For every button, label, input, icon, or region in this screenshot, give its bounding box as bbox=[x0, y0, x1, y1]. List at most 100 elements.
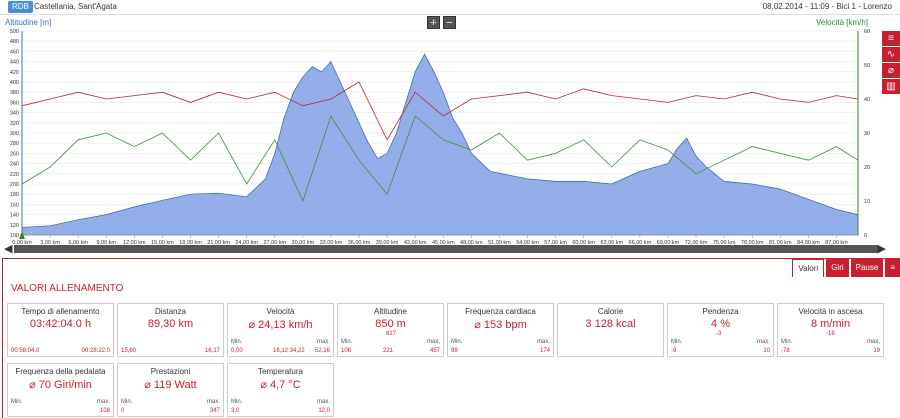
tab-pause[interactable]: Pause bbox=[850, 259, 884, 277]
card-min-value: 15,60 bbox=[121, 348, 137, 354]
card-max-value: 174 bbox=[539, 348, 550, 354]
card-min-label: Min. bbox=[781, 339, 793, 345]
scroll-track[interactable] bbox=[14, 245, 878, 253]
stat-card-frequenza: Frequenza cardiaca ⌀ 153 bpm Min. max. 99 174 bbox=[447, 303, 554, 357]
card-main-value: 03:42:04.0 h bbox=[29, 318, 92, 330]
card-min-label: Min. bbox=[11, 399, 23, 405]
chart-scrollbar[interactable]: ◀ ▶ bbox=[0, 242, 900, 256]
elevation-chart: 1001201401601802002202402602803003203403… bbox=[10, 29, 870, 246]
stat-card-tempo: Tempo di allenamento 03:42:04.0 h 00:58:04… bbox=[7, 303, 114, 357]
start-marker-icon[interactable] bbox=[19, 231, 25, 239]
card-max-label: max. bbox=[96, 399, 110, 405]
card-main-value: 4 % bbox=[711, 318, 730, 330]
card-title: Calorie bbox=[597, 307, 624, 316]
right-tick-label: 40 bbox=[864, 97, 870, 103]
stat-card-velocita: Velocità ⌀ 24,13 km/h Min. max. 0,00 16,12 34… bbox=[227, 303, 334, 357]
x-tick-label: 36,00 km bbox=[348, 240, 371, 246]
card-sub-value: -18 bbox=[826, 331, 835, 337]
left-tick-label: 360 bbox=[10, 100, 19, 106]
x-tick-label: 45,00 km bbox=[432, 240, 455, 246]
location-title: Castellania, Sant'Agata bbox=[34, 2, 117, 11]
tab-giri[interactable]: Giri bbox=[826, 259, 849, 277]
x-tick-label: 30,00 km bbox=[292, 240, 315, 246]
x-tick-label: 3,00 km bbox=[40, 240, 60, 246]
left-tick-label: 260 bbox=[10, 151, 19, 157]
left-tick-label: 480 bbox=[10, 39, 19, 45]
x-tick-label: 15,00 km bbox=[151, 240, 174, 246]
left-tick-label: 380 bbox=[10, 90, 19, 96]
x-tick-label: 75,00 km bbox=[713, 240, 736, 246]
x-tick-label: 72,00 km bbox=[685, 240, 708, 246]
card-max-value: 00:28:22.0 bbox=[81, 348, 110, 354]
zoom-out-button[interactable]: − bbox=[443, 16, 456, 29]
speed-line bbox=[21, 115, 859, 203]
right-tick-label: 20 bbox=[864, 165, 870, 171]
card-max-label: max. bbox=[316, 339, 330, 345]
stat-card-velasc: Velocità in ascesa 8 m/min Min. max. -78 19 -1… bbox=[777, 303, 884, 357]
right-axis-title[interactable]: Velocità [km/h] bbox=[816, 18, 869, 27]
left-tick-label: 400 bbox=[10, 80, 19, 86]
card-max-value: 10 bbox=[763, 348, 770, 354]
card-title: Prestazioni bbox=[150, 367, 191, 376]
bars-icon[interactable]: ≡ bbox=[882, 31, 900, 47]
x-tick-label: 60,00 km bbox=[572, 240, 595, 246]
chart-area: Altitudine [m] Velocità [km/h] + − 100 12… bbox=[0, 15, 900, 260]
card-max-value: 347 bbox=[209, 408, 220, 414]
line-chart-icon[interactable]: ∿ bbox=[882, 47, 900, 63]
left-tick-label: 300 bbox=[10, 131, 19, 137]
right-tick-label: 0 bbox=[864, 233, 867, 239]
right-tick-label: 30 bbox=[864, 131, 870, 137]
x-tick-label: 51,00 km bbox=[488, 240, 511, 246]
card-main-value: ⌀ 24,13 km/h bbox=[248, 319, 313, 331]
bar-chart-icon[interactable]: ▥ bbox=[882, 79, 900, 95]
card-min-label: Min. bbox=[341, 339, 353, 345]
x-tick-label: 24,00 km bbox=[235, 240, 258, 246]
left-tick-label: 320 bbox=[10, 121, 19, 127]
card-max-label: max. bbox=[536, 339, 550, 345]
x-tick-label: 12,00 km bbox=[123, 240, 146, 246]
card-min-value: 3,0 bbox=[231, 408, 240, 414]
left-tick-label: 500 bbox=[10, 29, 19, 35]
scroll-right-icon[interactable]: ▶ bbox=[877, 243, 886, 255]
card-title: Tempo di allenamento bbox=[21, 307, 100, 316]
x-tick-label: 18,00 km bbox=[179, 240, 202, 246]
x-tick-label: 69,00 km bbox=[657, 240, 680, 246]
left-tick-label: 120 bbox=[10, 223, 19, 229]
left-tick-label: 340 bbox=[10, 111, 19, 117]
card-min-label: Min. bbox=[231, 399, 243, 405]
x-tick-label: 84,00 km bbox=[797, 240, 820, 246]
left-tick-label: 180 bbox=[10, 192, 19, 198]
tab-valori[interactable]: Valori bbox=[792, 259, 825, 277]
left-axis-title[interactable]: Altitudine [m] bbox=[5, 18, 52, 27]
chart-rail: ≡ ∿ ⌀ ▥ bbox=[882, 31, 900, 95]
card-title: Distanza bbox=[154, 307, 187, 316]
left-tick-label: 160 bbox=[10, 202, 19, 208]
x-tick-label: 54,00 km bbox=[516, 240, 539, 246]
card-max-label: max. bbox=[426, 339, 440, 345]
card-min-label: Min. bbox=[121, 399, 133, 405]
top-bar: RDB Castellania, Sant'Agata 08.02.2014 -… bbox=[0, 0, 900, 15]
x-tick-label: 63,00 km bbox=[600, 240, 623, 246]
card-sub-value: 817 bbox=[386, 331, 397, 337]
list-icon[interactable]: ≡ bbox=[885, 259, 900, 277]
card-min-value: 99 bbox=[451, 348, 458, 354]
card-sub-value: -3 bbox=[716, 331, 722, 337]
altitude-area bbox=[21, 53, 859, 236]
card-mid-value: 16,12 34,22 bbox=[273, 348, 305, 354]
card-max-value: 457 bbox=[429, 348, 440, 354]
activity-meta: 08.02.2014 - 11:09 - Bici 1 - Lorenzo bbox=[762, 2, 892, 11]
x-tick-label: 42,00 km bbox=[404, 240, 427, 246]
x-tick-label: 57,00 km bbox=[544, 240, 567, 246]
x-tick-label: 6,00 km bbox=[68, 240, 88, 246]
compass-icon[interactable]: ⌀ bbox=[882, 63, 900, 79]
stat-card-prestazioni: Prestazioni ⌀ 119 Watt Min. max. 0 347 bbox=[117, 363, 224, 417]
card-mid-value: 221 bbox=[383, 348, 394, 354]
x-tick-label: 21,00 km bbox=[207, 240, 230, 246]
card-main-value: ⌀ 153 bpm bbox=[474, 319, 527, 331]
zoom-in-button[interactable]: + bbox=[427, 16, 440, 29]
stat-card-temperatura: Temperatura ⌀ 4,7 °C Min. max. 3,0 12,0 bbox=[227, 363, 334, 417]
scroll-left-icon[interactable]: ◀ bbox=[4, 243, 13, 255]
card-max-value: 108 bbox=[99, 408, 110, 414]
left-tick-label: 220 bbox=[10, 172, 19, 178]
card-max-value: 16,17 bbox=[204, 348, 220, 354]
